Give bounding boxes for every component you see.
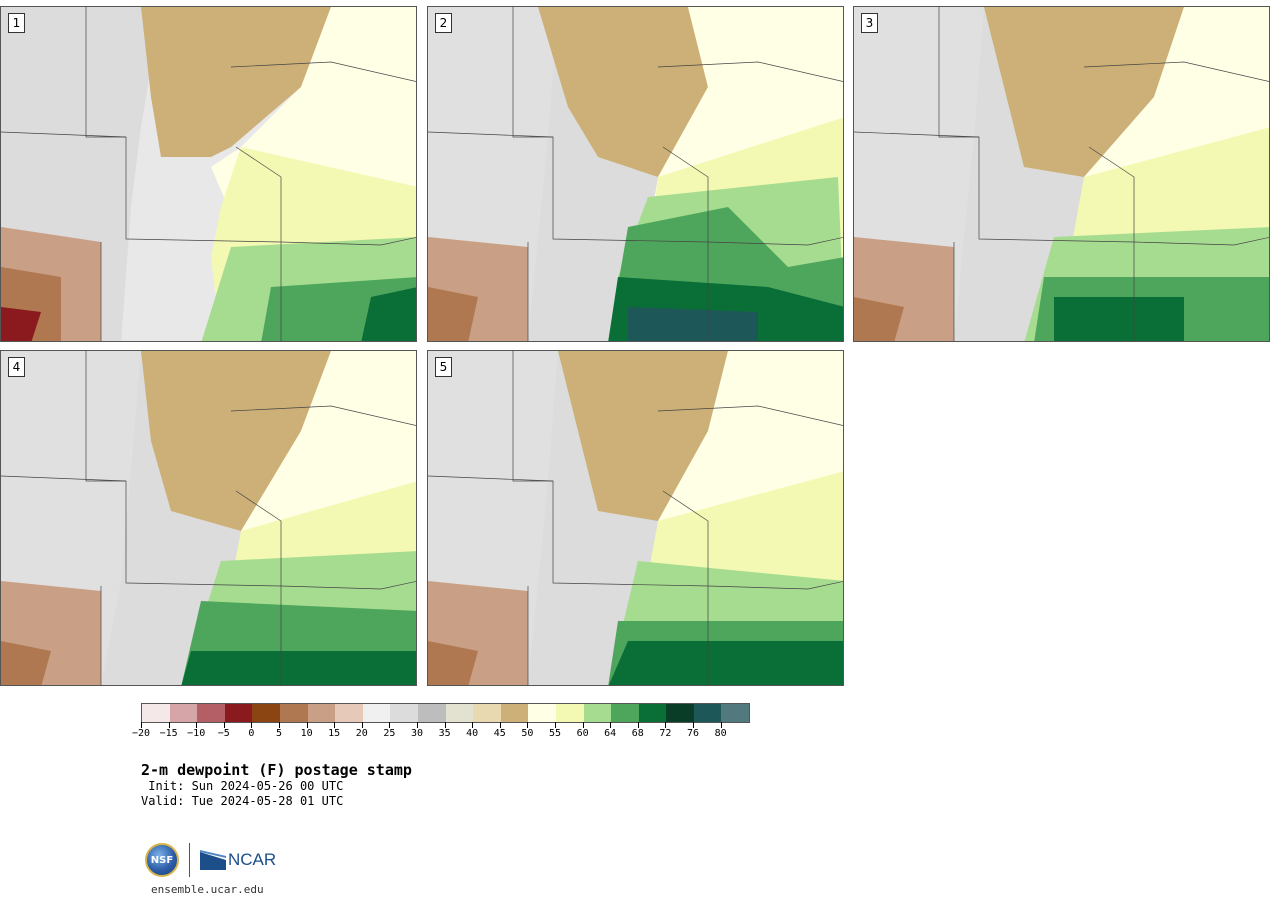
colorbar-tick (141, 722, 142, 728)
colorbar-tick-label: 40 (466, 728, 479, 739)
colorbar-cell (693, 704, 722, 722)
map-panel-2: 2 (427, 6, 844, 342)
member-label: 4 (8, 357, 25, 377)
colorbar-ticks: −20 −15 −10 −5 0 5 10 15 20 25 30 35 40 45 50 55 60 64 68 7… (132, 722, 761, 742)
member-label: 3 (861, 13, 878, 33)
colorbar-tick-label: 25 (383, 728, 396, 739)
colorbar-tick (168, 722, 170, 728)
colorbar-cell (390, 704, 418, 722)
colorbar-cell (638, 704, 667, 722)
colorbar-tick (720, 722, 722, 728)
colorbar-tick (361, 722, 363, 728)
colorbar-tick-label: −5 (217, 728, 230, 739)
page-title: 2-m dewpoint (F) postage stamp (141, 761, 412, 779)
colorbar-tick (693, 722, 694, 728)
init-time: Init: Sun 2024-05-26 00 UTC (141, 779, 344, 793)
colorbar-tick-label: −15 (159, 728, 178, 739)
colorbar-cell (335, 704, 363, 722)
colorbar-cell (417, 704, 446, 722)
colorbar-cell (473, 704, 501, 722)
colorbar-tick-label: 45 (493, 728, 506, 739)
nsf-logo: NSF (145, 843, 179, 877)
colorbar-tick-label: 10 (300, 728, 313, 739)
colorbar-tick (223, 722, 225, 728)
colorbar-tick-label: 0 (248, 728, 255, 739)
colorbar-tick-label: 20 (355, 728, 368, 739)
valid-time: Valid: Tue 2024-05-28 01 UTC (141, 794, 344, 808)
colorbar-cell (252, 704, 280, 722)
map-panel-5: 5 (427, 350, 844, 686)
colorbar-tick (582, 722, 584, 728)
colorbar-tick-label: 60 (576, 728, 589, 739)
colorbar-tick (637, 722, 639, 728)
colorbar-tick (306, 722, 308, 728)
colorbar-tick (472, 722, 474, 728)
logo-divider (189, 843, 190, 877)
colorbar-tick (610, 722, 612, 728)
colorbar-cell (197, 704, 225, 722)
colorbar-cell (169, 704, 198, 722)
map-panel-1: 1 (0, 6, 417, 342)
logo-block: NSF NCAR (145, 843, 276, 877)
colorbar-cell (224, 704, 253, 722)
colorbar-tick-label: 35 (438, 728, 451, 739)
dewpoint-map-3 (854, 7, 1269, 341)
colorbar-cell (611, 704, 639, 722)
map-panel-3: 3 (853, 6, 1270, 342)
colorbar-tick (251, 722, 253, 728)
colorbar-tick-label: 55 (548, 728, 562, 739)
colorbar-tick-label: 5 (275, 728, 283, 739)
colorbar-cell (445, 704, 474, 722)
colorbar-cell (279, 704, 308, 722)
colorbar-tick (555, 722, 556, 728)
colorbar-tick-label: 72 (659, 728, 672, 739)
colorbar-cell (721, 704, 750, 722)
colorbar-tick-label: 80 (714, 728, 727, 739)
colorbar (141, 703, 751, 723)
website-url: ensemble.ucar.edu (151, 883, 264, 896)
colorbar-tick (444, 722, 446, 728)
colorbar-tick-label: −10 (187, 728, 206, 739)
colorbar-cell (500, 704, 529, 722)
member-label: 5 (435, 357, 452, 377)
dewpoint-map-1 (1, 7, 416, 341)
member-label: 1 (8, 13, 25, 33)
ncar-mark-icon (200, 850, 226, 870)
colorbar-tick-label: 15 (328, 728, 341, 739)
dewpoint-map-2 (428, 7, 843, 341)
colorbar-tick (665, 722, 667, 728)
colorbar-cell (307, 704, 336, 722)
colorbar-tick (196, 722, 198, 728)
member-label: 2 (435, 13, 452, 33)
colorbar-tick (279, 722, 280, 728)
colorbar-cell (362, 704, 391, 722)
colorbar-tick (389, 722, 391, 728)
colorbar-tick-label: 50 (521, 728, 534, 739)
ncar-logo: NCAR (200, 850, 276, 870)
ncar-wordmark: NCAR (228, 850, 277, 869)
colorbar-tick-label: 64 (604, 728, 617, 739)
colorbar-cell (528, 704, 556, 722)
colorbar-tick (499, 722, 501, 728)
colorbar-cell (666, 704, 694, 722)
colorbar-tick-label: 68 (631, 728, 644, 739)
map-panel-4: 4 (0, 350, 417, 686)
colorbar-tick-label: 30 (410, 728, 424, 739)
colorbar-tick (417, 722, 418, 728)
colorbar-cell (555, 704, 584, 722)
dewpoint-map-4 (1, 351, 416, 685)
colorbar-cell (142, 704, 170, 722)
colorbar-cell (583, 704, 612, 722)
colorbar-tick (334, 722, 336, 728)
colorbar-tick (527, 722, 529, 728)
dewpoint-map-5 (428, 351, 843, 685)
colorbar-tick-label: −20 (131, 728, 151, 739)
colorbar-tick-label: 76 (686, 728, 700, 739)
